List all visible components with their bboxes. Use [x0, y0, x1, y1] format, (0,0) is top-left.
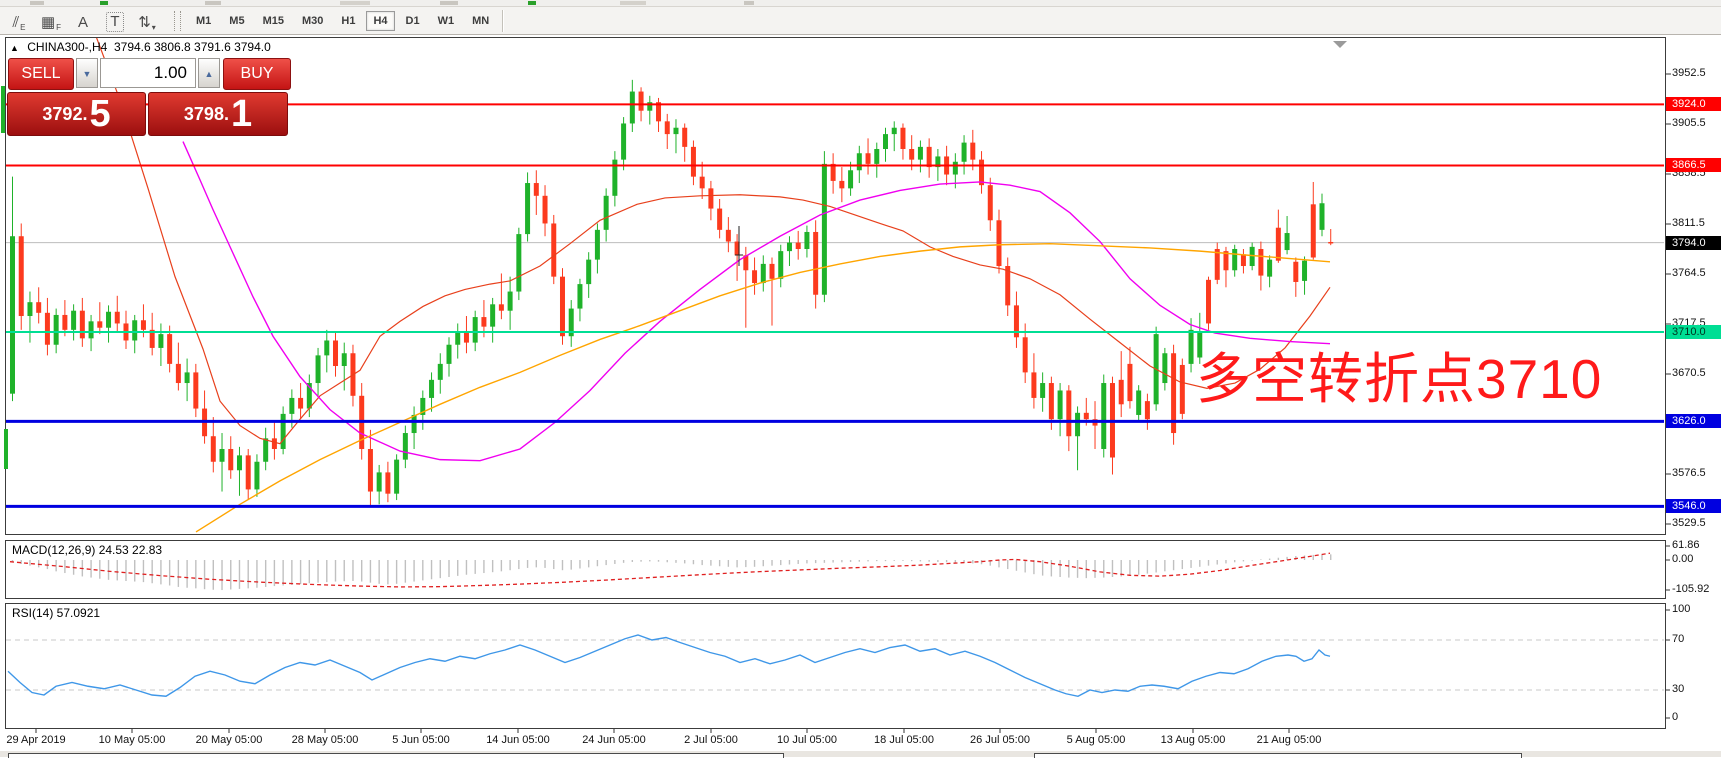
price-tick-label: 3529.5	[1672, 516, 1706, 529]
macd-axis-label: 61.86	[1672, 539, 1700, 551]
sell-price: 3792.	[42, 103, 88, 124]
rsi-axis-label: 70	[1672, 633, 1685, 645]
price-tick-label: 3952.5	[1672, 67, 1706, 79]
collapse-triangle-icon[interactable]: ▲	[10, 43, 19, 53]
timeframe-MN[interactable]: MN	[472, 14, 490, 27]
date-label[interactable]: 10 Jul 05:00	[777, 734, 837, 746]
hatch-e-icon[interactable]: ⫽ E	[12, 13, 26, 32]
price-badge-3546.0: 3546.0	[1666, 499, 1721, 514]
date-label[interactable]: 28 May 05:00	[291, 734, 359, 746]
date-label[interactable]: 10 May 05:00	[98, 734, 166, 746]
date-label[interactable]: 14 Jun 05:00	[486, 734, 550, 746]
volume-down-button[interactable]: ▼	[76, 58, 98, 88]
docked-panel-edge	[1034, 753, 1522, 758]
toolbar-fragment	[528, 1, 536, 5]
toolbar-fragment	[205, 1, 221, 5]
text-label-icon[interactable]: A	[77, 13, 88, 31]
symbol-label: CHINA300-,H4	[27, 40, 108, 54]
date-label[interactable]: 29 Apr 2019	[6, 734, 66, 746]
price-badge-3710.0: 3710.0	[1666, 324, 1721, 339]
sell-price-panel[interactable]: 3792. 5	[7, 92, 146, 136]
toolbar: ⫽ E ▦ F A T ⇅ ▾ M1 M5 M15 M30 H1 H4 D1 W1 MN	[0, 7, 1721, 35]
buy-price-big-digit: 1	[230, 93, 253, 135]
macd-axis-label: -105.92	[1672, 583, 1710, 595]
price-tick-label: 3905.5	[1672, 116, 1706, 129]
grid-f-icon[interactable]: ▦ F	[40, 13, 62, 32]
timeframe-D1[interactable]: D1	[405, 14, 420, 27]
buy-price: 3798.	[183, 103, 229, 124]
buy-price-panel[interactable]: 3798. 1	[148, 92, 288, 136]
toolbar-fragment	[100, 1, 108, 5]
date-label[interactable]: 5 Aug 05:00	[1066, 734, 1126, 746]
price-tick-label: 3576.5	[1672, 466, 1706, 479]
price-tick-label: 3670.5	[1672, 366, 1706, 379]
ohlc-values: 3794.6 3806.8 3791.6 3794.0	[113, 40, 271, 54]
volume-input[interactable]: 1.00	[100, 58, 196, 88]
timeframe-M30[interactable]: M30	[301, 14, 324, 27]
date-label[interactable]: 24 Jun 05:00	[582, 734, 646, 746]
date-label[interactable]: 26 Jul 05:00	[970, 734, 1030, 746]
timeframe-M5[interactable]: M5	[229, 14, 245, 27]
date-label[interactable]: 2 Jul 05:00	[684, 734, 738, 746]
volume-up-button[interactable]: ▲	[198, 58, 220, 88]
timeframe-H4[interactable]: H4	[366, 10, 395, 31]
one-click-trade-panel: SELL ▼ 1.00 ▲ BUY 3792. 5 3798. 1	[7, 56, 291, 136]
toolbar-fragment	[440, 1, 458, 5]
timeframe-W1[interactable]: W1	[437, 14, 455, 27]
timeframe-H1[interactable]: H1	[341, 14, 356, 27]
toolbar-fragment	[744, 1, 754, 5]
chart-header: ▲ CHINA300-,H4 3794.6 3806.8 3791.6 3794…	[10, 40, 271, 54]
bottom-strip	[0, 751, 1721, 758]
price-tick-label: 3811.5	[1672, 216, 1705, 229]
rsi-label: RSI(14) 57.0921	[12, 606, 101, 620]
toolbar-separator	[502, 9, 505, 32]
timeframe-M15[interactable]: M15	[262, 14, 284, 27]
toolbar-fragment	[340, 1, 370, 5]
sell-button[interactable]: SELL	[8, 58, 74, 90]
toolbar-grip[interactable]	[174, 10, 181, 31]
price-badge-3924.0: 3924.0	[1666, 97, 1721, 112]
top-cutoff-strip	[0, 0, 1721, 7]
date-label[interactable]: 21 Aug 05:00	[1256, 734, 1322, 746]
arrows-tool-icon[interactable]: ⇅ ▾	[138, 13, 156, 32]
macd-label: MACD(12,26,9) 24.53 22.83	[12, 543, 163, 557]
macd-panel[interactable]	[5, 540, 1666, 599]
timeframe-row: M1 M5 M15 M30 H1 H4 D1 W1 MN	[187, 10, 498, 31]
date-label[interactable]: 5 Jun 05:00	[392, 734, 450, 746]
price-badge-3866.5: 3866.5	[1666, 158, 1721, 173]
price-badge-3794.0: 3794.0	[1666, 235, 1721, 250]
price-badge-3626.0: 3626.0	[1666, 414, 1721, 429]
rsi-axis-label: 0	[1672, 711, 1679, 723]
buy-button[interactable]: BUY	[223, 58, 291, 90]
macd-axis-label: 0.00	[1672, 553, 1694, 565]
docked-panel-edge	[8, 753, 784, 758]
toolbar-fragment	[30, 1, 44, 5]
text-box-icon[interactable]: T	[102, 10, 128, 32]
rsi-panel[interactable]	[5, 603, 1666, 729]
sell-price-big-digit: 5	[89, 93, 111, 135]
annotation-text: 多空转折点3710	[1196, 348, 1603, 410]
date-label[interactable]: 13 Aug 05:00	[1160, 734, 1226, 746]
rsi-axis-label: 30	[1672, 683, 1685, 695]
toolbar-fragment	[620, 1, 646, 5]
timeframe-M1[interactable]: M1	[196, 14, 212, 27]
rsi-axis-label: 100	[1672, 603, 1691, 615]
date-label[interactable]: 20 May 05:00	[195, 734, 263, 746]
price-tick-label: 3764.5	[1672, 266, 1706, 279]
date-label[interactable]: 18 Jul 05:00	[874, 734, 934, 746]
